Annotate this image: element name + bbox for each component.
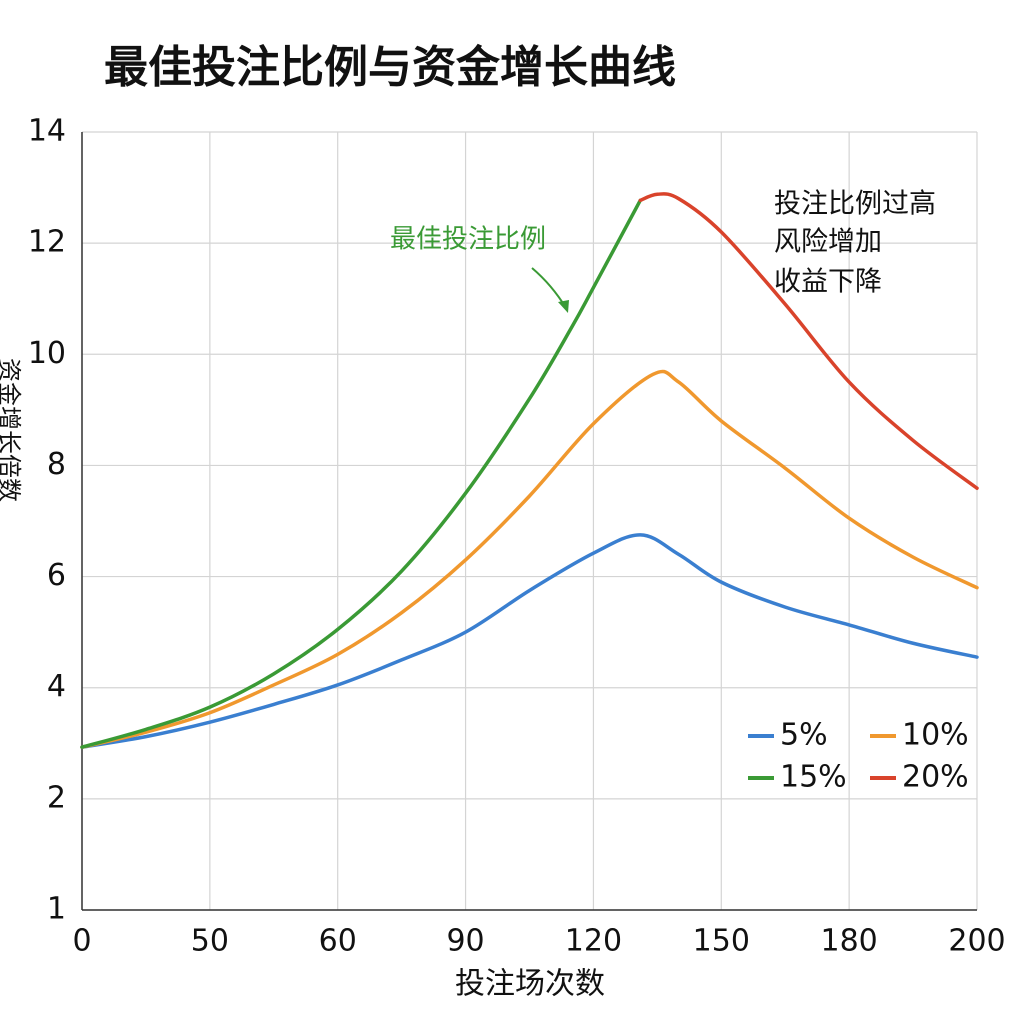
legend-label: 20% — [902, 760, 969, 795]
y-tick-label: 4 — [47, 669, 66, 704]
series-line — [80, 198, 643, 749]
series-line — [80, 533, 979, 749]
series-line — [80, 369, 979, 749]
x-tick-label: 0 — [72, 924, 91, 959]
legend-label: 15% — [780, 760, 847, 795]
y-tick-label: 6 — [47, 558, 66, 593]
annotation: 风险增加 — [774, 227, 882, 258]
y-axis-label: 资金增长倍数 — [0, 358, 23, 502]
annotation: 收益下降 — [774, 267, 882, 298]
x-tick-label: 120 — [565, 924, 622, 959]
x-tick-label: 180 — [821, 924, 878, 959]
x-tick-label: 90 — [446, 924, 484, 959]
x-tick-label: 200 — [948, 924, 1005, 959]
x-tick-label: 150 — [693, 924, 750, 959]
legend-label: 5% — [780, 718, 828, 753]
y-tick-label: 14 — [28, 114, 66, 149]
annotation-arrowhead — [558, 300, 569, 313]
annotation: 最佳投注比例 — [390, 225, 546, 255]
y-tick-label: 10 — [28, 336, 66, 371]
annotation: 投注比例过高 — [774, 189, 936, 220]
legend-label: 10% — [902, 718, 969, 753]
y-tick-label: 2 — [47, 780, 66, 815]
chart-title: 最佳投注比例与资金增长曲线 — [104, 42, 676, 93]
y-tick-label: 8 — [47, 447, 66, 482]
x-tick-label: 50 — [191, 924, 229, 959]
x-axis-label: 投注场次数 — [455, 967, 605, 1002]
y-tick-label: 12 — [28, 225, 66, 260]
series-line — [638, 192, 979, 490]
y-tick-label: 1 — [47, 892, 66, 927]
x-tick-label: 60 — [319, 924, 357, 959]
